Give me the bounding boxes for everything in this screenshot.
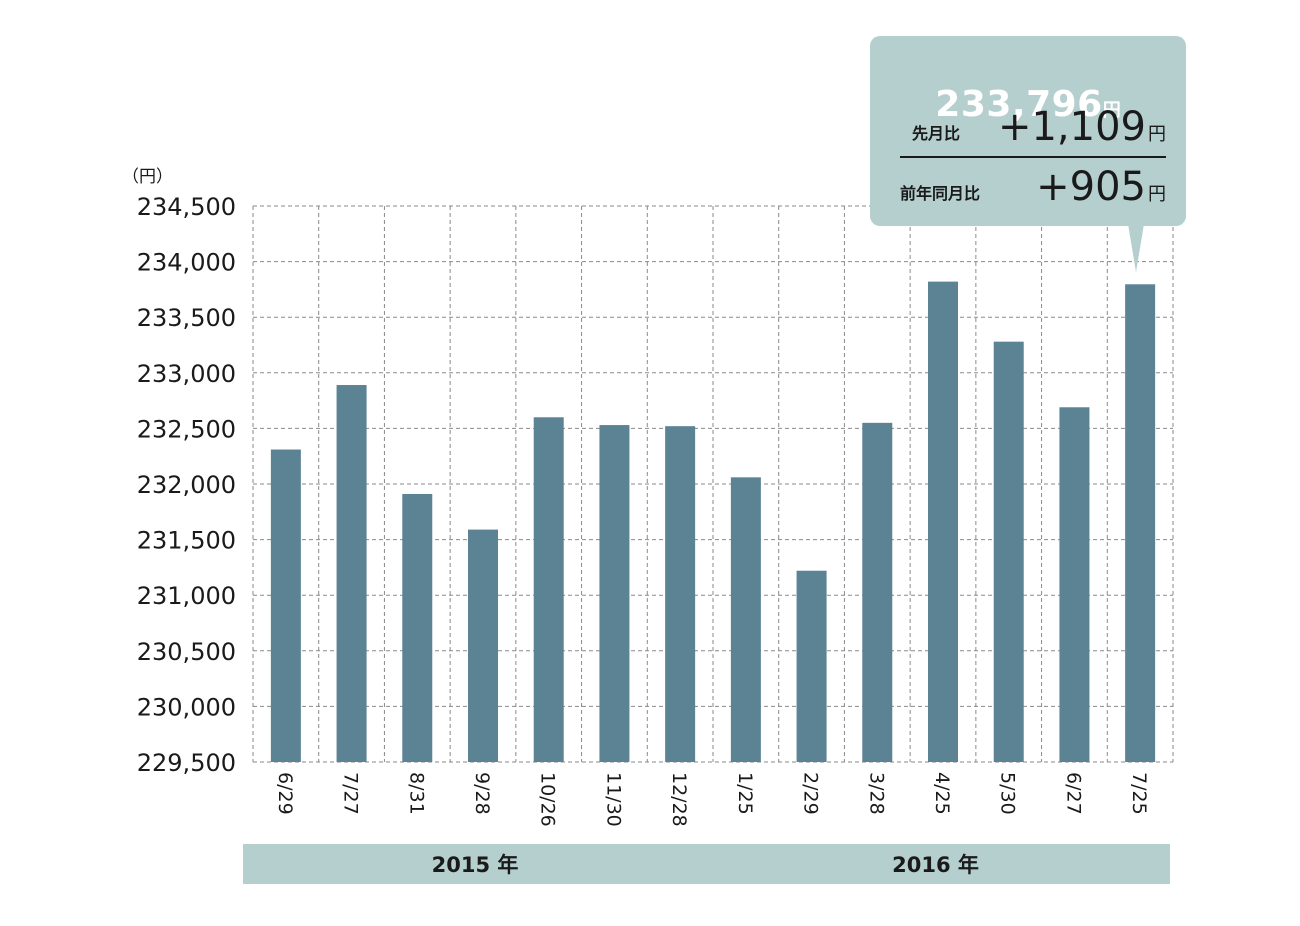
- month-over-month-value-wrap: +1,109 円: [998, 104, 1166, 150]
- bar: [468, 529, 498, 762]
- bar: [1059, 407, 1090, 762]
- y-tick-label: 231,500: [137, 527, 236, 555]
- x-tick-label: 11/30: [602, 772, 624, 827]
- y-tick-label: 230,000: [137, 693, 236, 721]
- y-tick-label: 229,500: [137, 749, 236, 777]
- bar: [402, 494, 433, 762]
- month-over-month-value: +1,109: [997, 104, 1146, 150]
- y-tick-label: 231,000: [137, 582, 236, 610]
- month-over-month-label: 先月比: [912, 124, 961, 143]
- y-tick-label: 232,500: [137, 415, 236, 443]
- y-axis-unit-label: （円）: [122, 167, 173, 187]
- bar: [665, 426, 696, 762]
- year-over-year-value-wrap: +905 円: [1036, 164, 1166, 210]
- y-tick-label: 233,500: [137, 304, 236, 332]
- y-tick-label: 232,000: [137, 471, 236, 499]
- callout-total-value: 233,796: [935, 84, 1103, 125]
- year-group-bands: 2015 年 2016 年: [243, 844, 1170, 884]
- bar: [533, 417, 564, 762]
- y-tick-label: 234,000: [137, 249, 236, 277]
- month-over-month-unit: 円: [1148, 124, 1166, 145]
- bar: [1125, 284, 1156, 762]
- x-axis-tick-labels: 6/29 7/27 8/31 9/28 10/26 11/30 12/28 1/25 2/29 3…: [274, 772, 1150, 827]
- year-band-label: 2015 年: [432, 853, 519, 877]
- bar: [862, 422, 893, 762]
- bar: [796, 570, 827, 762]
- grid-lines: [252, 205, 1174, 763]
- x-tick-label: 3/28: [865, 772, 887, 815]
- x-tick-label: 5/30: [997, 772, 1019, 815]
- callout-total: 233,796円: [870, 84, 1186, 125]
- bar: [270, 449, 301, 762]
- year-over-year-label: 前年同月比: [900, 184, 981, 203]
- year-band-label: 2016 年: [892, 853, 979, 877]
- x-tick-label: 1/25: [734, 772, 756, 815]
- x-tick-label: 4/25: [931, 772, 953, 815]
- y-tick-label: 234,500: [137, 193, 236, 221]
- x-tick-label: 7/25: [1128, 772, 1150, 815]
- x-tick-label: 10/26: [537, 772, 559, 827]
- bar: [599, 425, 630, 762]
- year-over-year-value: +905: [1036, 164, 1146, 210]
- y-axis-tick-labels: 229,500 230,000 230,500 231,000 231,500 232,0…: [137, 193, 236, 777]
- x-tick-label: 6/27: [1062, 772, 1084, 815]
- bar: [993, 341, 1024, 762]
- y-tick-label: 230,500: [137, 638, 236, 666]
- year-over-year-unit: 円: [1148, 184, 1166, 205]
- x-tick-label: 2/29: [800, 772, 822, 815]
- x-tick-label: 12/28: [668, 772, 690, 827]
- bar: [730, 477, 761, 762]
- callout-total-unit: 円: [1102, 100, 1121, 121]
- bar: [336, 385, 367, 762]
- bar: [928, 281, 958, 762]
- x-tick-label: 6/29: [274, 772, 296, 815]
- callout-divider: [900, 156, 1166, 158]
- year-band: [243, 844, 707, 884]
- latest-value-callout: 233,796円 先月比 +1,109 円 前年同月比 +905 円: [870, 36, 1186, 226]
- x-tick-label: 9/28: [471, 772, 493, 815]
- year-over-year-row: 前年同月比 +905 円: [900, 164, 1166, 210]
- y-tick-label: 233,000: [137, 360, 236, 388]
- month-over-month-row: 先月比 +1,109 円: [900, 104, 1166, 150]
- x-tick-label: 7/27: [340, 772, 362, 815]
- bars: [270, 281, 1156, 762]
- x-tick-label: 8/31: [405, 772, 427, 815]
- callout-pointer: [1128, 224, 1144, 272]
- year-band: [701, 844, 1170, 884]
